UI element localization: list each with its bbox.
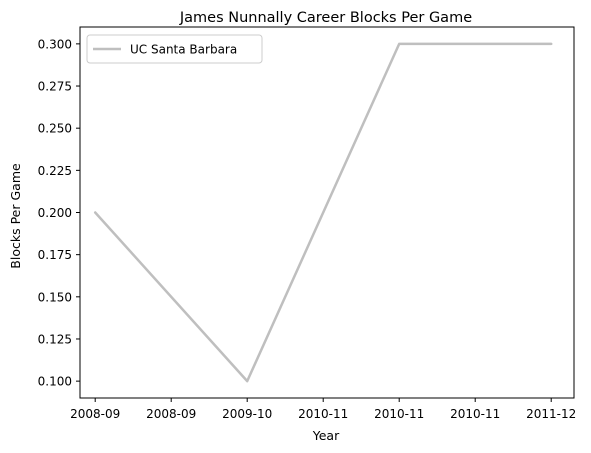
y-tick-label: 0.225 (38, 164, 72, 178)
chart-title: James Nunnally Career Blocks Per Game (179, 10, 472, 26)
y-axis-label: Blocks Per Game (8, 163, 23, 269)
series-line (93, 42, 553, 383)
legend: UC Santa Barbara (86, 34, 263, 64)
y-tick-label: 0.150 (38, 290, 72, 304)
y-tick-label: 0.275 (38, 80, 72, 94)
y-tick-label: 0.200 (38, 206, 72, 220)
plot-frame (79, 26, 575, 399)
legend-label: UC Santa Barbara (130, 43, 237, 57)
x-tick-label: 2008-09 (146, 407, 196, 421)
y-axis: 0.100 0.125 0.150 0.175 0.200 0.225 0.250 0.275… (38, 37, 80, 389)
x-tick-label: 2010-11 (374, 407, 424, 421)
x-tick-label: 2009-10 (222, 407, 272, 421)
y-tick-label: 0.300 (38, 37, 72, 51)
x-tick-label: 2011-12 (526, 407, 576, 421)
x-tick-label: 2010-11 (450, 407, 500, 421)
y-tick-label: 0.125 (38, 332, 72, 346)
x-axis: 2008-09 2008-09 2009-10 2010-11 2010-11 2010-… (70, 398, 576, 421)
series-layer (93, 42, 553, 383)
x-axis-label: Year (312, 428, 340, 443)
y-tick-label: 0.100 (38, 375, 72, 389)
x-tick-label: 2008-09 (70, 407, 120, 421)
y-tick-label: 0.175 (38, 248, 72, 262)
y-tick-label: 0.250 (38, 122, 72, 136)
x-tick-label: 2010-11 (298, 407, 348, 421)
legend-box (86, 34, 263, 64)
plot-area: 0.100 0.125 0.150 0.175 0.200 0.225 0.250 0.275… (38, 26, 576, 421)
